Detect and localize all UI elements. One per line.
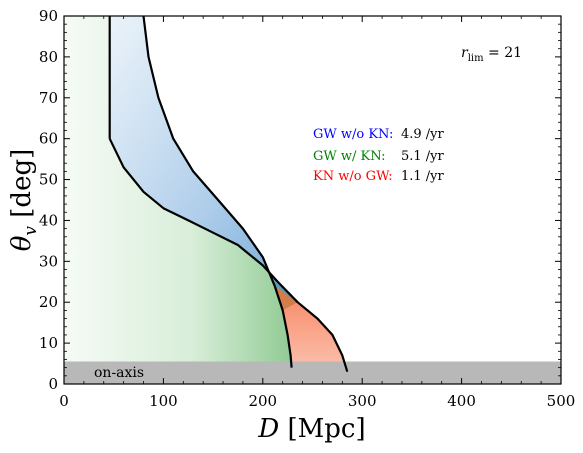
gw-with-kn-region — [64, 16, 298, 384]
legend: GW w/o KN: 4.9 /yr GW w/ KN: 5.1 /yr KN … — [313, 127, 445, 184]
x-tick-label: 100 — [149, 392, 178, 410]
y-ticks: 0 10 20 30 40 50 60 70 80 90 — [39, 7, 561, 393]
legend-label-kn-without-gw: KN w/o GW: — [313, 169, 393, 184]
y-tick-label: 10 — [39, 334, 58, 352]
on-axis-band — [64, 361, 561, 384]
x-ticks: 0 100 200 300 400 500 — [59, 16, 575, 410]
boundary-curves — [108, 16, 349, 373]
y-tick-label: 40 — [39, 211, 58, 229]
x-tick-label: 400 — [447, 392, 476, 410]
y-tick-label: 80 — [39, 48, 58, 66]
y-tick-label: 30 — [39, 252, 58, 270]
gw-without-kn-region — [109, 16, 298, 303]
x-tick-label: 500 — [547, 392, 576, 410]
y-tick-label: 50 — [39, 171, 58, 189]
x-tick-label: 0 — [59, 392, 69, 410]
kn-without-gw-region — [274, 285, 348, 384]
y-tick-label: 20 — [39, 293, 58, 311]
x-tick-label: 200 — [248, 392, 277, 410]
x-axis-title: D [Mpc] — [257, 414, 365, 444]
regions — [64, 16, 348, 384]
y-tick-label: 60 — [39, 130, 58, 148]
legend-rate-gw-with-kn: 5.1 /yr — [401, 149, 445, 164]
y-tick-label: 0 — [48, 375, 58, 393]
legend-label-gw-with-kn: GW w/ KN: — [313, 149, 386, 164]
y-axis-title: θv [deg] — [7, 149, 41, 252]
legend-rate-kn-without-gw: 1.1 /yr — [401, 169, 445, 184]
x-tick-label: 300 — [348, 392, 377, 410]
legend-label-gw-without-kn: GW w/o KN: — [313, 127, 393, 142]
plot-frame — [63, 15, 562, 385]
y-tick-label: 90 — [39, 7, 58, 25]
y-tick-label: 70 — [39, 89, 58, 107]
gw-horizon-curve — [142, 16, 293, 368]
rlim-annotation: rlim = 21 — [461, 45, 522, 64]
on-axis-label: on-axis — [94, 365, 144, 381]
kn-horizon-curve — [108, 138, 349, 373]
legend-rate-gw-without-kn: 4.9 /yr — [401, 127, 445, 142]
